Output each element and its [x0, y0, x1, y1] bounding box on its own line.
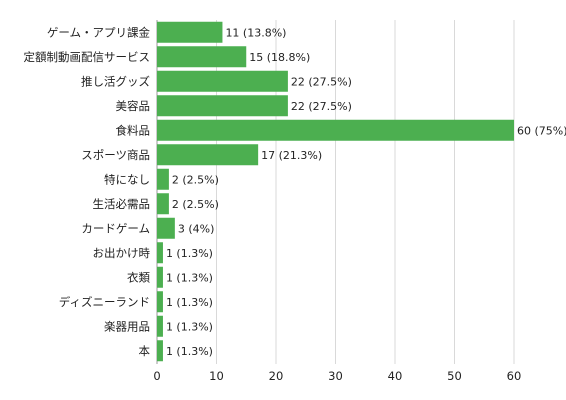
- bars: [157, 21, 514, 362]
- value-label: 60 (75%): [517, 124, 566, 137]
- bar: [157, 95, 288, 117]
- bar: [157, 315, 163, 337]
- value-label: 1 (1.3%): [166, 296, 213, 309]
- value-labels: 11 (13.8%) 15 (18.8%) 22 (27.5%) 22 (27.5%)…: [166, 26, 566, 358]
- category-label: 本: [139, 344, 151, 358]
- x-tick-label: 30: [328, 369, 343, 383]
- category-label: ゲーム・アプリ課金: [47, 25, 151, 39]
- category-label: 楽器用品: [104, 319, 150, 333]
- value-label: 11 (13.8%): [225, 26, 286, 39]
- bar: [157, 242, 163, 264]
- value-label: 1 (1.3%): [166, 345, 213, 358]
- bar: [157, 46, 247, 68]
- category-label: 推し活グッズ: [81, 74, 150, 88]
- value-label: 22 (27.5%): [291, 75, 352, 88]
- x-tick-label: 20: [269, 369, 284, 383]
- category-label: 衣類: [127, 270, 150, 284]
- category-labels: ゲーム・アプリ課金定額制動画配信サービス推し活グッズ美容品食料品スポーツ商品特に…: [24, 25, 151, 358]
- category-label: 食料品: [116, 123, 151, 137]
- bar: [157, 70, 288, 92]
- category-label: お出かけ時: [93, 246, 151, 260]
- category-label: 美容品: [116, 99, 151, 113]
- bar: [157, 340, 163, 362]
- bar: [157, 144, 259, 166]
- category-label: スポーツ商品: [81, 148, 150, 162]
- value-label: 2 (2.5%): [172, 173, 219, 186]
- value-label: 1 (1.3%): [166, 247, 213, 260]
- value-label: 2 (2.5%): [172, 198, 219, 211]
- value-label: 17 (21.3%): [261, 149, 322, 162]
- value-label: 1 (1.3%): [166, 271, 213, 284]
- x-tick-label: 40: [388, 369, 403, 383]
- bar: [157, 291, 163, 313]
- x-tick-label: 50: [447, 369, 462, 383]
- bar: [157, 193, 169, 215]
- category-label: ディズニーランド: [59, 295, 150, 309]
- x-tick-label: 10: [209, 369, 224, 383]
- category-label: 定額制動画配信サービス: [24, 50, 151, 64]
- category-label: 特になし: [104, 172, 150, 186]
- value-label: 3 (4%): [178, 222, 215, 235]
- value-label: 1 (1.3%): [166, 320, 213, 333]
- x-axis-ticks: 0 10 20 30 40 50 60: [153, 369, 521, 383]
- value-label: 15 (18.8%): [249, 51, 310, 64]
- bar: [157, 168, 169, 190]
- bar: [157, 21, 223, 43]
- bar: [157, 217, 175, 239]
- x-tick-label: 0: [153, 369, 160, 383]
- bar: [157, 119, 514, 141]
- category-label: 生活必需品: [93, 197, 151, 211]
- x-tick-label: 60: [507, 369, 522, 383]
- value-label: 22 (27.5%): [291, 100, 352, 113]
- bar: [157, 266, 163, 288]
- category-label: カードゲーム: [81, 221, 150, 235]
